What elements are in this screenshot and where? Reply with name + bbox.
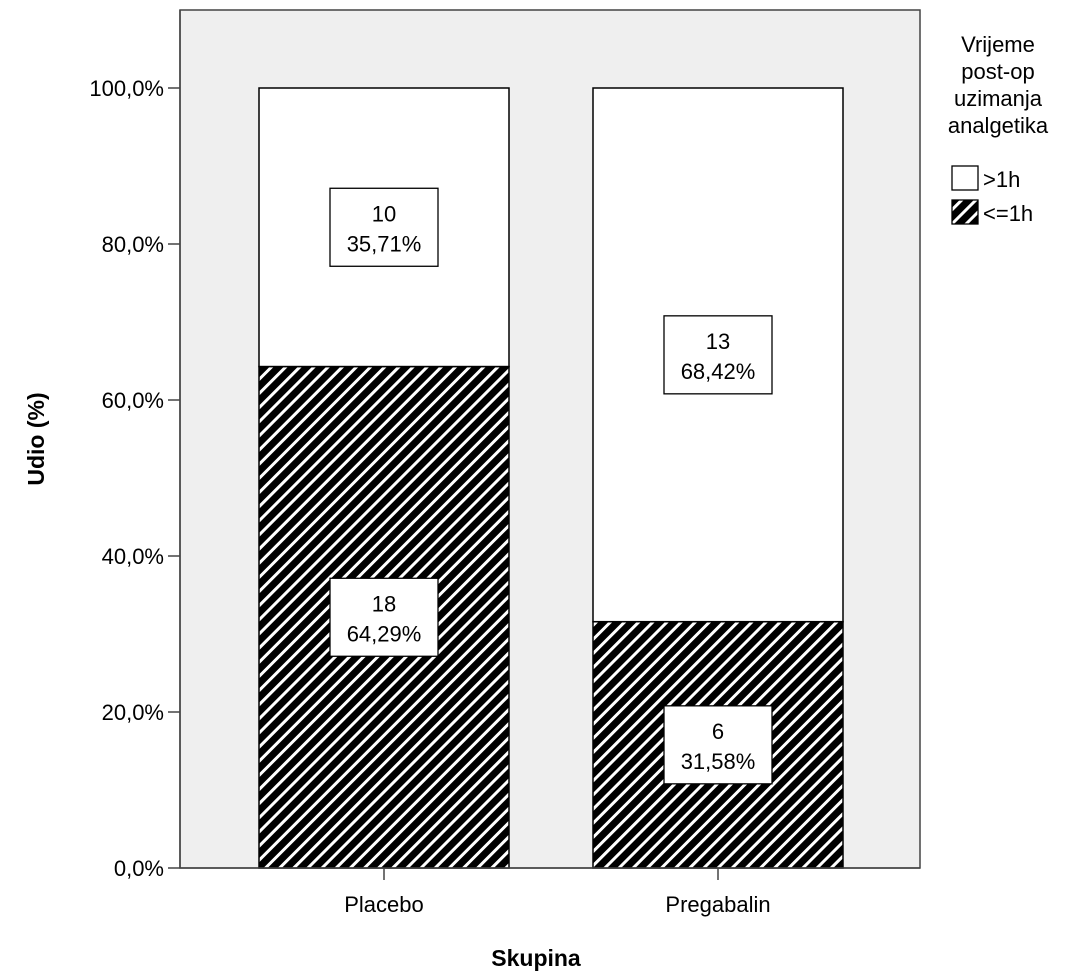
y-tick-label: 100,0% (89, 76, 164, 101)
y-axis-title: Udio (%) (23, 392, 49, 485)
data-label-box (663, 315, 773, 395)
data-label: 6 31,58% (663, 705, 773, 785)
data-label-percent: 68,42% (681, 359, 756, 384)
data-label: 10 35,71% (329, 187, 439, 267)
legend-label: >1h (983, 167, 1020, 192)
legend-title: post-op (961, 59, 1034, 84)
legend-swatch (951, 199, 979, 225)
data-label-percent: 35,71% (347, 231, 422, 256)
y-tick-label: 40,0% (102, 544, 164, 569)
data-label: 13 68,42% (663, 315, 773, 395)
data-label-percent: 31,58% (681, 749, 756, 774)
legend-title: Vrijeme (961, 32, 1035, 57)
x-tick-label: Placebo (344, 892, 424, 917)
legend-label: <=1h (983, 201, 1033, 226)
data-label-count: 10 (372, 201, 396, 226)
data-label-count: 13 (706, 329, 730, 354)
y-tick-label: 20,0% (102, 700, 164, 725)
y-tick-label: 0,0% (114, 856, 164, 881)
x-axis-title: Skupina (491, 945, 581, 971)
data-label-box (329, 187, 439, 267)
data-label-box (329, 577, 439, 657)
y-tick-label: 60,0% (102, 388, 164, 413)
data-label: 18 64,29% (329, 577, 439, 657)
legend-title: analgetika (948, 113, 1049, 138)
x-tick-label: Pregabalin (665, 892, 770, 917)
legend-title: uzimanja (954, 86, 1043, 111)
data-label-percent: 64,29% (347, 621, 422, 646)
legend-swatch (951, 165, 979, 191)
y-tick-label: 80,0% (102, 232, 164, 257)
data-label-count: 18 (372, 591, 396, 616)
data-label-box (663, 705, 773, 785)
data-label-count: 6 (712, 719, 724, 744)
